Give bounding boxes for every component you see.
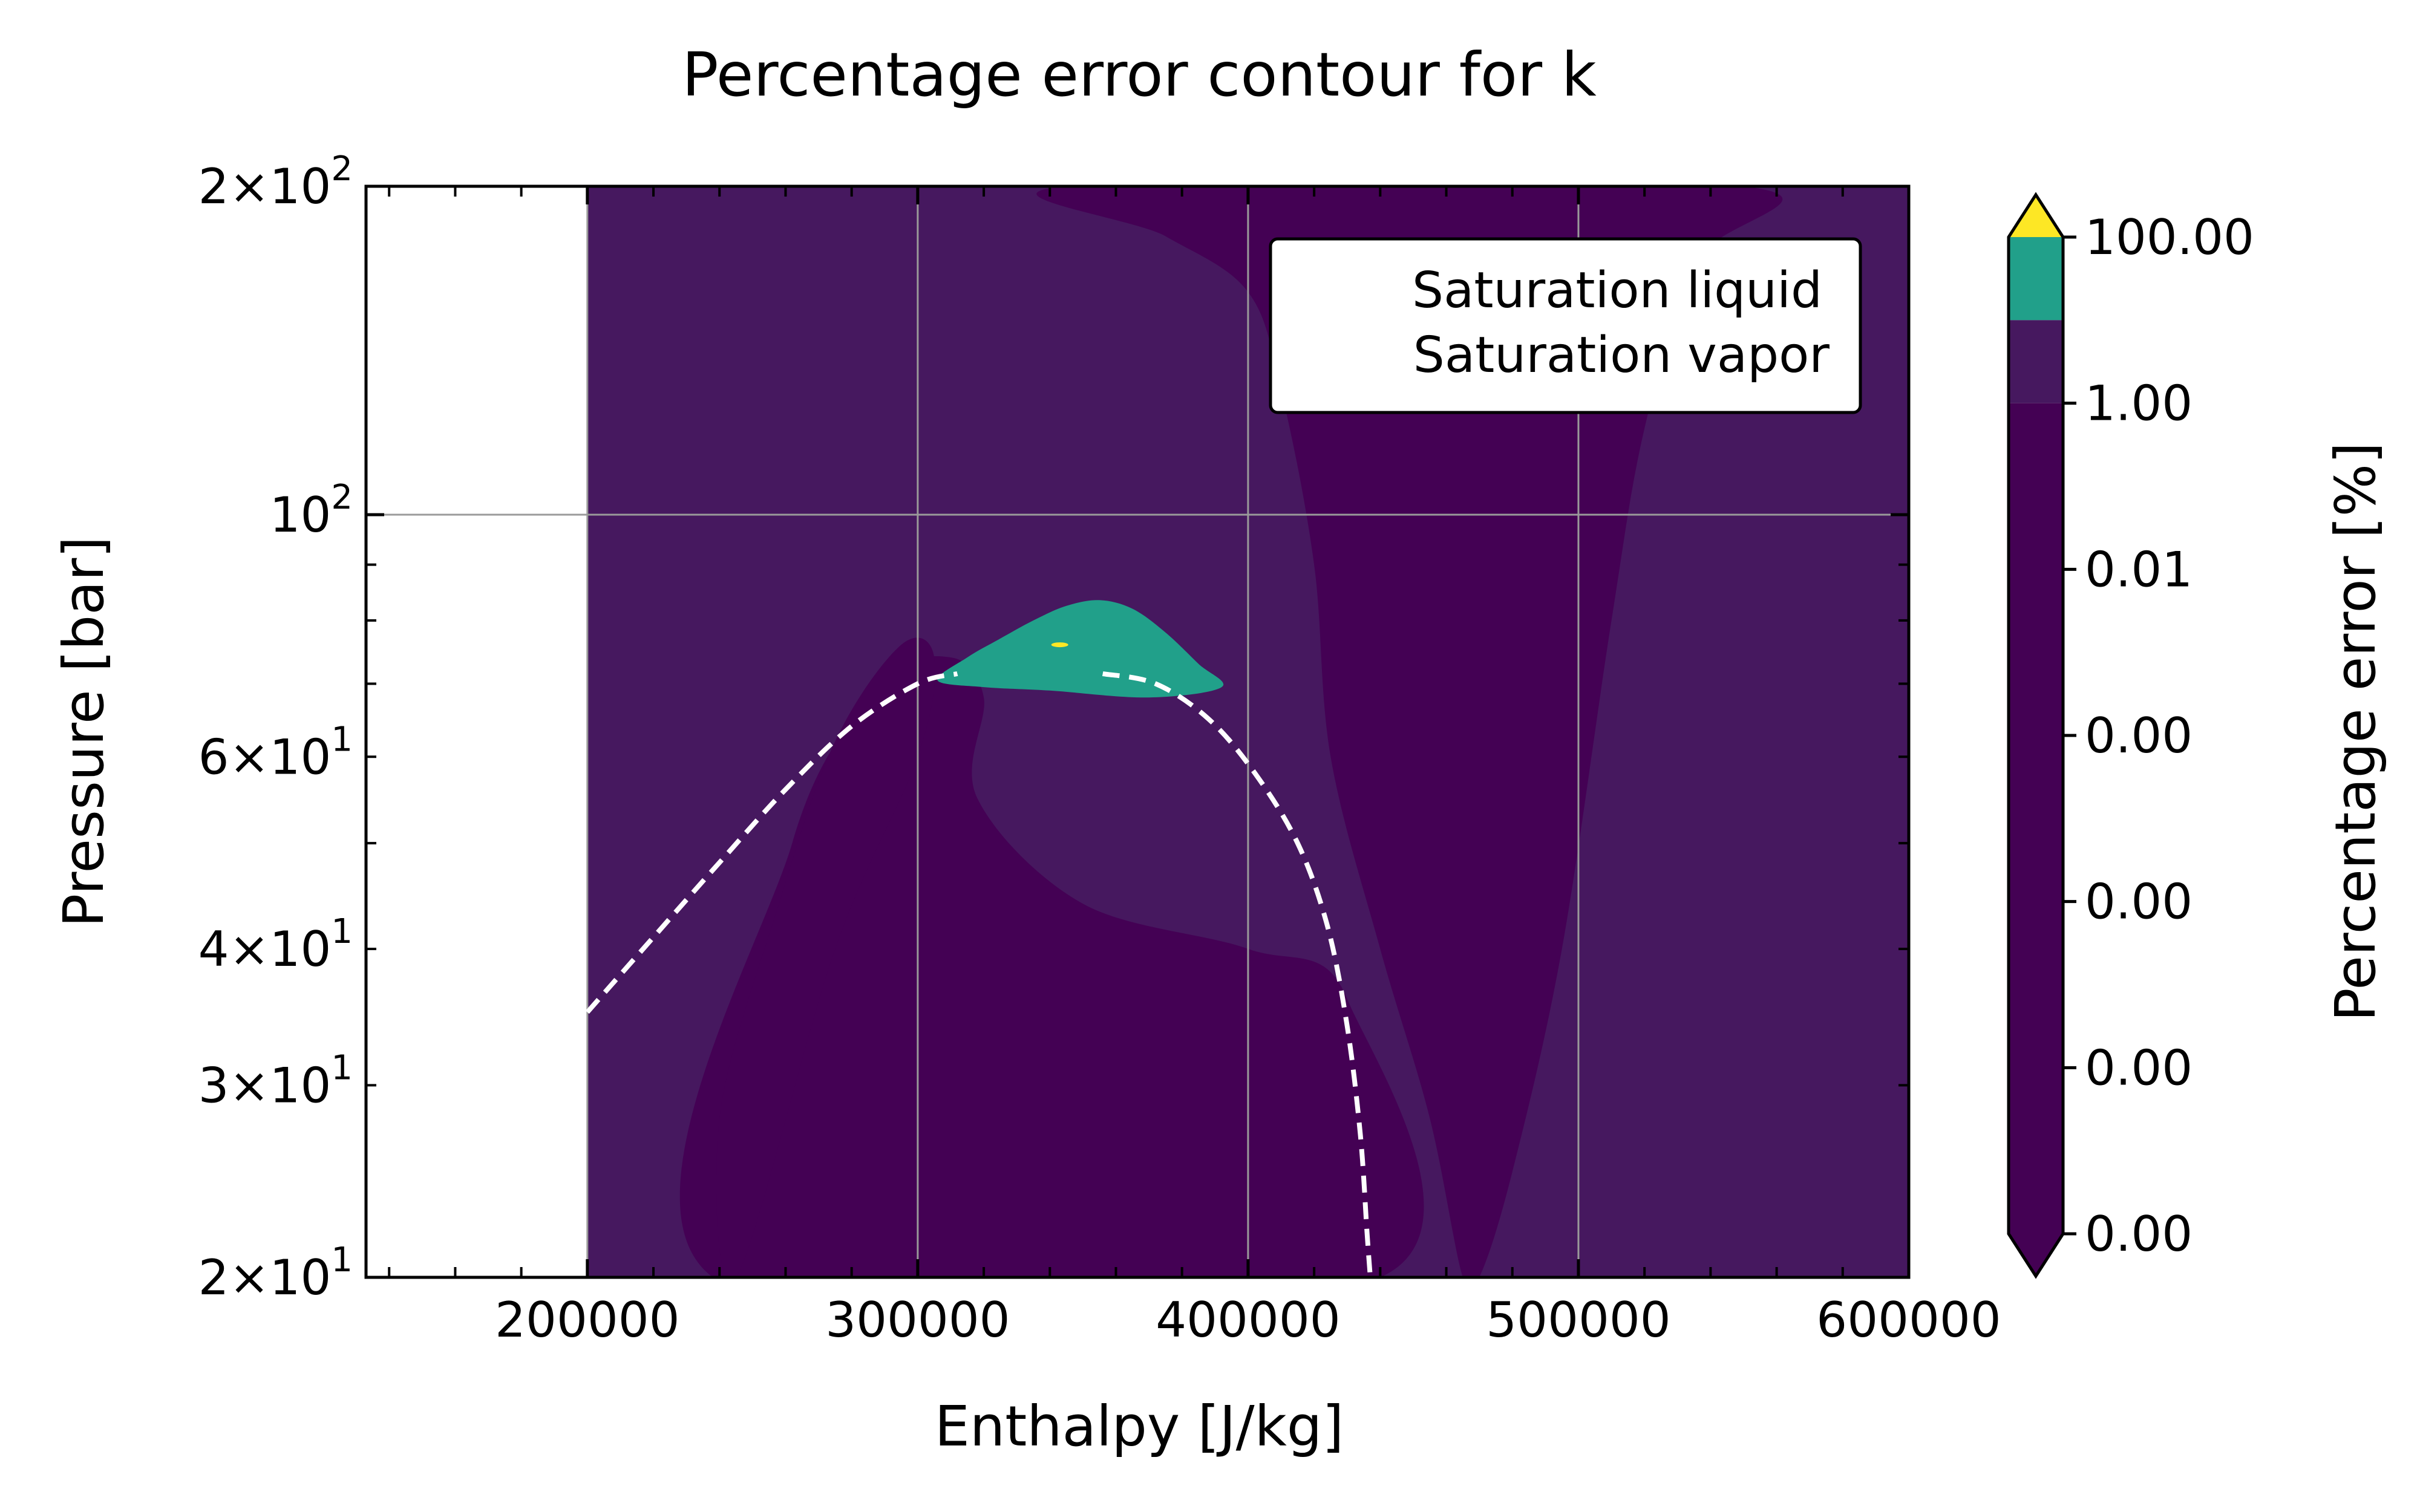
x-tick-label: 200000 [495, 1292, 679, 1348]
y-tick-label: 2×101 [198, 1240, 353, 1306]
colorbar-tick-label: 0.00 [2085, 874, 2193, 930]
x-tick-label: 300000 [825, 1292, 1010, 1348]
colorbar-label: Percentage error [%] [2323, 442, 2388, 1022]
y-tick-label: 2×102 [198, 149, 353, 215]
chart-title: Percentage error contour for k [682, 39, 1597, 110]
colorbar: 0.00 0.00 0.00 0.00 0.01 1.00 100.00 [2007, 192, 2254, 1279]
contour-region-low-left [716, 637, 935, 1277]
colorbar-segment [2009, 403, 2063, 1234]
legend: Saturation liquid Saturation vapor [1269, 237, 1862, 414]
colorbar-tick-label: 0.00 [2085, 708, 2193, 764]
saturation-liquid-line [585, 671, 958, 1014]
x-tick-label: 400000 [1156, 1292, 1340, 1348]
colorbar-segment [2009, 237, 2063, 321]
colorbar-extend-top [2009, 195, 2063, 237]
y-tick-label: 6×101 [198, 720, 353, 785]
grid [366, 186, 1909, 1277]
saturation-vapor-line [1102, 671, 1373, 1277]
legend-box [1269, 237, 1862, 414]
y-axis-label: Pressure [bar] [51, 536, 116, 927]
y-tick-label: 4×101 [198, 912, 353, 977]
max-error-point [1051, 642, 1068, 648]
legend-entry-saturation-vapor: Saturation vapor [1413, 327, 1830, 384]
colorbar-tick-label: 1.00 [2085, 376, 2193, 432]
contour-region-low-right [1036, 186, 1783, 1277]
x-tick-label: 500000 [1486, 1292, 1670, 1348]
colorbar-segment [2009, 320, 2063, 403]
x-axis-label: Enthalpy [J/kg] [935, 1394, 1344, 1459]
plot-frame [364, 184, 1911, 1279]
y-tick-label: 102 [270, 478, 353, 543]
legend-entry-saturation-liquid: Saturation liquid [1412, 262, 1822, 319]
colorbar-extend-bottom [2009, 1234, 2063, 1276]
colorbar-tick-label: 0.00 [2085, 1206, 2193, 1262]
colorbar-tick-label: 100.00 [2085, 209, 2254, 266]
colorbar-tick-label: 0.00 [2085, 1040, 2193, 1096]
colorbar-tick-label: 0.01 [2085, 541, 2193, 598]
high-error-region [937, 600, 1224, 698]
x-axis: 200000 300000 400000 500000 600000 [388, 186, 2001, 1348]
y-axis: 2×101 3×101 4×101 6×101 102 2×102 [198, 149, 1909, 1306]
y-tick-label: 3×101 [198, 1048, 353, 1113]
x-tick-label: 600000 [1816, 1292, 2001, 1348]
